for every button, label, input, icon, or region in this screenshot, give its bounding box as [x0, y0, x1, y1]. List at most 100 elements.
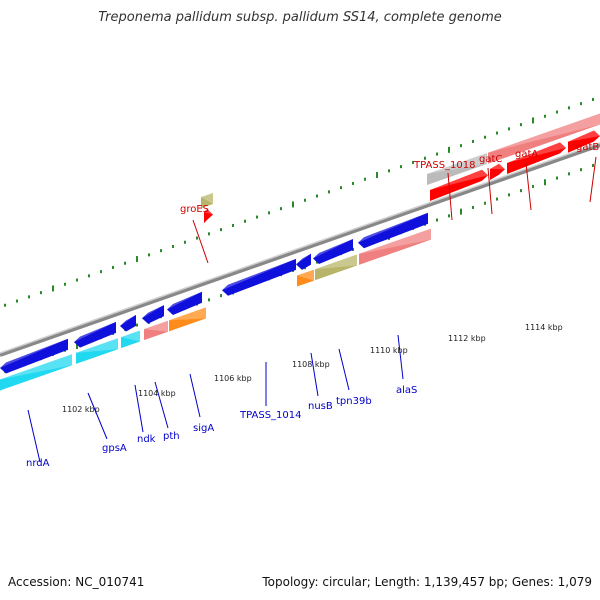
gene-TPASS_1014-shine [222, 258, 296, 291]
gene-tpn39b-cds[interactable] [315, 254, 357, 281]
gene-label-tpn39b[interactable]: tpn39b [336, 396, 372, 407]
gene-label-TPASS_1014[interactable]: TPASS_1014 [239, 410, 301, 421]
gene-label-nrdA[interactable]: nrdA [26, 458, 50, 469]
gene-nrdA[interactable] [0, 338, 68, 374]
gene-groES-cds-shine [201, 192, 213, 204]
gene-nusB-shine [296, 253, 311, 265]
gene-TPASS_1018-shine [430, 169, 488, 190]
gene-label-gatB[interactable]: gatB [576, 142, 599, 153]
gene-tpn39b-cds-shape [315, 254, 357, 281]
gene-alaS-cds-shape [359, 228, 431, 265]
gene-gatB[interactable] [568, 130, 600, 153]
gene-sigA-shine [167, 291, 202, 310]
gene-leader-gatB [589, 156, 597, 203]
gene-groES-shine [204, 208, 213, 215]
ruler-label: 1106 kbp [214, 374, 252, 383]
gene-TPASS_1018-cds-shine [427, 153, 487, 175]
gene-TPASS_1014[interactable] [222, 258, 296, 296]
gene-leader-alaS [397, 334, 404, 380]
gene-gpsA-cds-shine [76, 338, 118, 353]
gene-gatB-shine [568, 130, 600, 142]
gene-alaS-cds[interactable] [359, 228, 431, 265]
gene-alaS[interactable] [358, 212, 428, 249]
gene-gatCAB-cds-shine [488, 113, 600, 153]
gene-label-nusB[interactable]: nusB [308, 401, 333, 412]
map-title: Treponema pallidum subsp. pallidum SS14,… [98, 10, 502, 25]
gene-gatA-shape [507, 142, 566, 175]
gene-nusB-cds[interactable] [297, 269, 314, 287]
gene-sigA-cds-shape [169, 307, 206, 332]
gene-label-pth[interactable]: pth [163, 431, 180, 442]
gene-label-sigA[interactable]: sigA [193, 423, 214, 434]
gene-leader-gpsA [87, 392, 108, 440]
accession-text: Accession: NC_010741 [8, 575, 145, 589]
gene-leader-nrdA [27, 409, 41, 463]
gene-pth-shine [142, 305, 164, 319]
gene-leader-gatA [525, 162, 532, 211]
gene-TPASS_1018-shape [430, 169, 488, 201]
gene-leader-pth [154, 381, 169, 429]
ruler-label: 1108 kbp [292, 360, 330, 369]
gene-pth-cds-shape [144, 320, 168, 341]
gene-features[interactable] [0, 113, 600, 391]
gene-gpsA-shape [74, 321, 116, 348]
gene-ndk-shine [120, 314, 136, 326]
gene-nrdA-cds-shape [0, 354, 72, 391]
gene-ndk-cds[interactable] [121, 330, 140, 349]
gene-sigA[interactable] [167, 291, 202, 316]
gene-nusB[interactable] [296, 253, 311, 270]
gene-groES-shape [204, 208, 213, 224]
gene-gpsA-cds[interactable] [76, 338, 118, 364]
gene-nusB-cds-shape [297, 269, 314, 287]
gene-groES-cds[interactable] [201, 192, 213, 209]
gene-label-gatA[interactable]: gatA [515, 149, 538, 160]
gene-ndk-shape [120, 314, 136, 332]
gene-gpsA-cds-shape [76, 338, 118, 364]
gene-tpn39b[interactable] [313, 238, 353, 264]
gene-tpn39b-shine [313, 238, 353, 259]
gene-gatC[interactable] [490, 163, 505, 180]
ruler-label: 1112 kbp [448, 334, 486, 343]
gene-label-gpsA[interactable]: gpsA [102, 443, 127, 454]
gene-gatCAB-cds[interactable] [488, 113, 600, 164]
gene-TPASS_1014-shape [222, 258, 296, 296]
gene-gatC-shine [490, 163, 505, 170]
gene-groES-cds-shape [201, 192, 213, 209]
gene-pth-cds-shine [144, 320, 168, 332]
gene-gatA-shine [507, 142, 566, 164]
backbone-line [0, 143, 600, 357]
gene-leader-gatC [487, 167, 493, 215]
gene-label-groES[interactable]: groES [180, 204, 209, 215]
gene-nrdA-cds[interactable] [0, 354, 72, 391]
gene-TPASS_1018-cds[interactable] [427, 153, 487, 186]
gene-nrdA-shape [0, 338, 68, 374]
gene-ndk-cds-shape [121, 330, 140, 349]
gene-leader-tpn39b [338, 348, 350, 391]
gene-sigA-cds-shine [169, 307, 206, 321]
gene-label-TPASS_1018[interactable]: TPASS_1018 [413, 160, 475, 171]
gene-label-ndk[interactable]: ndk [137, 434, 156, 445]
gene-tpn39b-cds-shine [315, 254, 357, 270]
gene-leader-sigA [189, 373, 201, 418]
gene-labels[interactable]: nrdA gpsA ndk pth sigA TPASS_1014 nusB tpn39b al… [26, 142, 599, 469]
gene-nrdA-shine [0, 338, 68, 368]
gene-pth-cds[interactable] [144, 320, 168, 341]
gene-label-alaS[interactable]: alaS [396, 385, 417, 396]
gene-sigA-cds[interactable] [169, 307, 206, 332]
topology-text: Topology: circular; Length: 1,139,457 bp… [262, 575, 592, 589]
gene-alaS-shine [358, 212, 428, 243]
gene-groES[interactable] [204, 208, 213, 224]
gene-gpsA[interactable] [74, 321, 116, 348]
gene-sigA-shape [167, 291, 202, 316]
ruler-label: 1104 kbp [138, 389, 176, 398]
gene-gatA[interactable] [507, 142, 566, 175]
gene-nusB-cds-shine [297, 269, 314, 281]
gene-label-gatC[interactable]: gatC [479, 154, 502, 165]
gene-TPASS_1018[interactable] [430, 169, 488, 201]
gene-nrdA-cds-shine [0, 354, 72, 380]
gene-pth[interactable] [142, 305, 164, 324]
gene-ndk[interactable] [120, 314, 136, 332]
genome-backbone [0, 142, 600, 357]
gene-tpn39b-shape [313, 238, 353, 264]
